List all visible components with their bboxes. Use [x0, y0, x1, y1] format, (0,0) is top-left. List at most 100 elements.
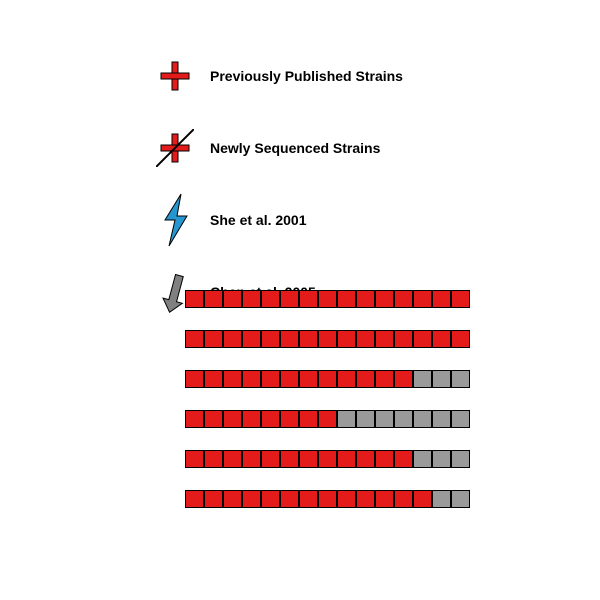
legend-label: Newly Sequenced Strains — [210, 140, 380, 156]
bar-segment — [242, 370, 261, 388]
legend-label: Previously Published Strains — [210, 68, 403, 84]
bar-segment — [204, 410, 223, 428]
bar-segment — [204, 490, 223, 508]
bar-segment — [451, 290, 470, 308]
bar-segment — [261, 450, 280, 468]
bar-segment — [375, 490, 394, 508]
bar-segment — [185, 290, 204, 308]
bar-segment — [299, 370, 318, 388]
bar-segment — [242, 490, 261, 508]
legend-item: Previously Published Strains — [140, 40, 403, 112]
bar-segment — [280, 410, 299, 428]
bar-segment — [413, 370, 432, 388]
bar-segment — [318, 370, 337, 388]
legend-item: She et al. 2001 — [140, 184, 403, 256]
bar-segment — [261, 370, 280, 388]
bar-segment — [261, 290, 280, 308]
bar-row — [185, 450, 470, 468]
bar-segment — [337, 330, 356, 348]
bar-segment — [413, 410, 432, 428]
bar-segment — [413, 330, 432, 348]
legend-label: She et al. 2001 — [210, 212, 307, 228]
bar-segment — [394, 370, 413, 388]
bar-segment — [261, 410, 280, 428]
bar-segment — [413, 450, 432, 468]
bar-segment — [356, 290, 375, 308]
bar-segment — [185, 370, 204, 388]
bar-segment — [451, 410, 470, 428]
bolt-blue-icon — [140, 192, 210, 248]
bar-segment — [356, 410, 375, 428]
bar-segment — [337, 410, 356, 428]
bar-segment — [356, 450, 375, 468]
bar-segment — [318, 330, 337, 348]
bar-segment — [375, 450, 394, 468]
legend-item: Newly Sequenced Strains — [140, 112, 403, 184]
bar-segment — [375, 290, 394, 308]
bar-segment — [242, 330, 261, 348]
bar-segment — [451, 450, 470, 468]
bar-segment — [375, 330, 394, 348]
bar-segment — [432, 370, 451, 388]
bar-segment — [261, 330, 280, 348]
plus-red-marked-icon — [140, 129, 210, 167]
bar-segment — [223, 410, 242, 428]
bar-segment — [394, 330, 413, 348]
bar-segment — [356, 490, 375, 508]
bar-segment — [451, 370, 470, 388]
bar-row — [185, 490, 470, 508]
bar-segment — [280, 370, 299, 388]
bar-segment — [318, 290, 337, 308]
bar-segment — [337, 450, 356, 468]
bar-segment — [242, 290, 261, 308]
bar-segment — [432, 490, 451, 508]
bar-segment — [223, 330, 242, 348]
bar-segment — [242, 410, 261, 428]
bar-segment — [185, 410, 204, 428]
bar-segment — [204, 330, 223, 348]
bar-segment — [299, 450, 318, 468]
bar-segment — [223, 490, 242, 508]
bar-segment — [185, 450, 204, 468]
legend: Previously Published Strains Newly Seque… — [140, 40, 403, 328]
bar-segment — [337, 290, 356, 308]
bar-segment — [413, 490, 432, 508]
bar-segment — [204, 450, 223, 468]
bar-segment — [223, 450, 242, 468]
bar-segment — [432, 450, 451, 468]
bar-segment — [356, 330, 375, 348]
bar-segment — [432, 410, 451, 428]
bar-segment — [394, 410, 413, 428]
bar-segment — [413, 290, 432, 308]
bar-segment — [204, 290, 223, 308]
bar-segment — [432, 330, 451, 348]
bar-segment — [280, 490, 299, 508]
bar-row — [185, 410, 470, 428]
bar-segment — [185, 330, 204, 348]
bar-segment — [299, 290, 318, 308]
bar-row — [185, 330, 470, 348]
bar-segment — [204, 370, 223, 388]
bar-segment — [375, 410, 394, 428]
bar-segment — [261, 490, 280, 508]
bar-segment — [394, 490, 413, 508]
bar-segment — [318, 490, 337, 508]
bar-segment — [223, 370, 242, 388]
bar-segment — [299, 330, 318, 348]
bar-segment — [185, 490, 204, 508]
bar-segment — [337, 370, 356, 388]
plus-red-icon — [140, 57, 210, 95]
bar-segment — [356, 370, 375, 388]
bar-segment — [318, 450, 337, 468]
bar-segment — [280, 290, 299, 308]
bar-segment — [280, 330, 299, 348]
bar-row — [185, 290, 470, 308]
bar-chart — [185, 290, 470, 530]
bar-segment — [451, 490, 470, 508]
bar-segment — [299, 410, 318, 428]
bar-segment — [280, 450, 299, 468]
bar-segment — [242, 450, 261, 468]
bar-segment — [223, 290, 242, 308]
bar-segment — [375, 370, 394, 388]
bar-segment — [318, 410, 337, 428]
